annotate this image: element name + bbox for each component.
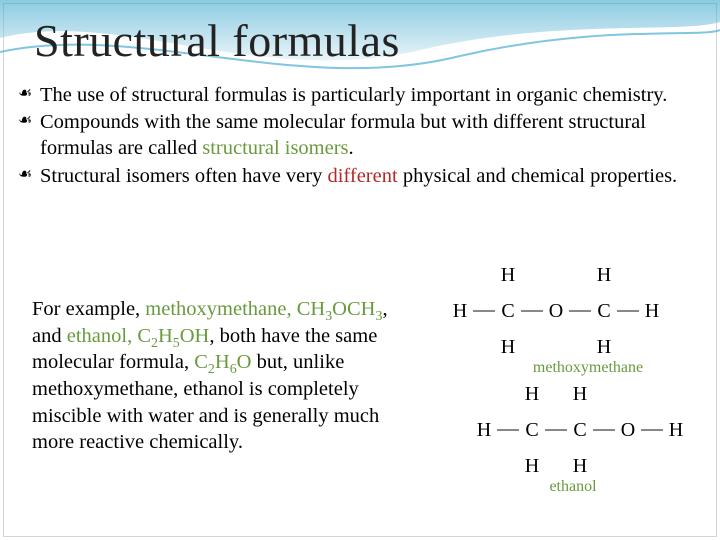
para-formula: C2H6O [194, 351, 251, 373]
bullet-highlight: different [327, 165, 397, 187]
bond-h [617, 310, 639, 312]
atom-c: C [495, 300, 521, 323]
t: C [194, 351, 208, 373]
t: methoxymethane, CH [145, 298, 325, 320]
para-text: For example, [32, 298, 145, 320]
para-compound: ethanol, C2H5OH [67, 325, 210, 347]
atom-h: H [591, 336, 617, 359]
atom-h: H [639, 300, 665, 323]
mol-label: methoxymethane [493, 359, 683, 377]
mol-label: ethanol [513, 478, 633, 496]
sub: 6 [230, 362, 237, 377]
bond-h [641, 429, 663, 431]
atom-h: H [471, 419, 497, 442]
atom-h: H [591, 264, 617, 287]
bullet-text: . [349, 137, 354, 159]
bullet-marker-icon: ☙ [18, 111, 32, 131]
mol-grid: H H H C C O H [471, 383, 720, 477]
atom-h: H [567, 383, 593, 406]
atom-c: C [519, 419, 545, 442]
bullet-item: ☙ The use of structural formulas is part… [18, 82, 710, 108]
mol-grid: H H H C O C H [447, 264, 720, 358]
atom-h: H [519, 455, 545, 478]
sub: 2 [151, 336, 158, 351]
sub: 2 [208, 362, 215, 377]
bond-h [545, 429, 567, 431]
atom-h: H [447, 300, 473, 323]
atom-h: H [495, 264, 521, 287]
structure-diagrams: H H H C O C H [447, 264, 720, 496]
bond-h [497, 429, 519, 431]
bond-h [521, 310, 543, 312]
methoxymethane-structure: H H H C O C H [447, 264, 720, 377]
atom-h: H [663, 419, 689, 442]
t: OH [180, 325, 210, 347]
example-paragraph: For example, methoxymethane, CH3OCH3, an… [32, 296, 412, 456]
slide-title: Structural formulas [34, 14, 400, 67]
bullet-marker-icon: ☙ [18, 84, 32, 104]
para-compound: methoxymethane, CH3OCH3 [145, 298, 382, 320]
bullet-text: Structural isomers often have very [40, 165, 327, 187]
bullet-list: ☙ The use of structural formulas is part… [18, 82, 710, 190]
t: H [158, 325, 173, 347]
atom-c: C [567, 419, 593, 442]
bullet-text: The use of structural formulas is partic… [40, 84, 667, 106]
bullet-item: ☙ Structural isomers often have very dif… [18, 163, 710, 189]
atom-h: H [567, 455, 593, 478]
bullet-highlight: structural isomers [202, 137, 348, 159]
bond-h [473, 310, 495, 312]
atom-h: H [519, 383, 545, 406]
ethanol-structure: H H H C C O H [471, 383, 720, 496]
bullet-marker-icon: ☙ [18, 165, 32, 185]
t: O [237, 351, 252, 373]
atom-h: H [495, 336, 521, 359]
atom-c: C [591, 300, 617, 323]
lower-region: For example, methoxymethane, CH3OCH3, an… [32, 296, 712, 532]
t: ethanol, C [67, 325, 151, 347]
bullet-text: physical and chemical properties. [398, 165, 678, 187]
atom-o: O [543, 300, 569, 323]
bond-h [569, 310, 591, 312]
sub: 5 [173, 336, 180, 351]
bullet-item: ☙ Compounds with the same molecular form… [18, 109, 710, 161]
t: OCH [332, 298, 375, 320]
atom-o: O [615, 419, 641, 442]
t: H [215, 351, 230, 373]
bond-h [593, 429, 615, 431]
